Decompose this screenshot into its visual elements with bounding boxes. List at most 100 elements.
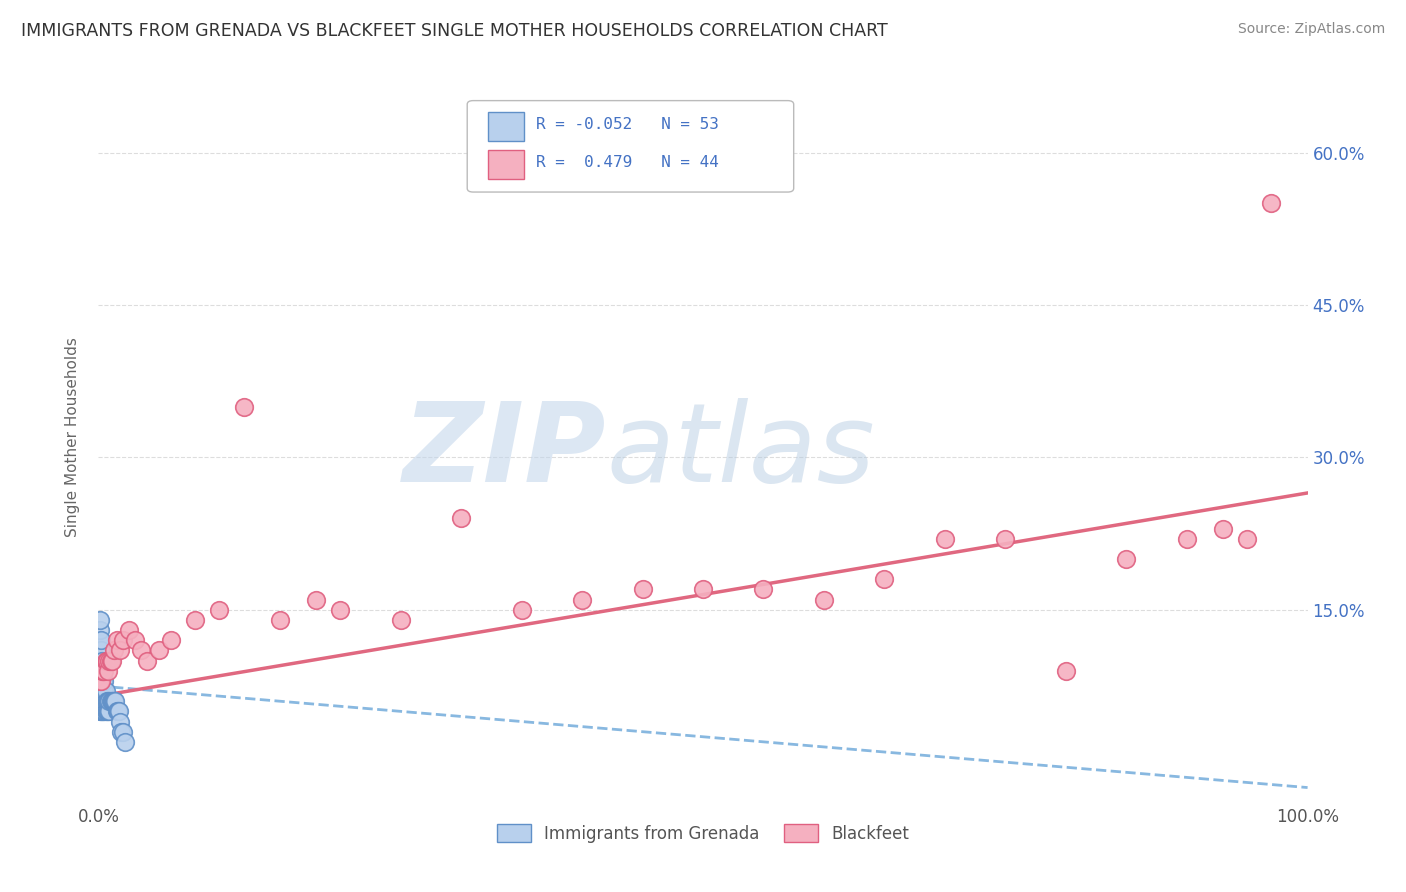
Text: atlas: atlas: [606, 398, 875, 505]
Point: [89, 654, 111, 668]
Text: R =  0.479   N = 44: R = 0.479 N = 44: [536, 155, 718, 170]
Point: [1212, 521, 1234, 535]
Point: [111, 724, 134, 739]
Point: [89, 694, 111, 708]
Point: [329, 603, 352, 617]
Point: [89, 664, 111, 678]
Point: [89, 684, 111, 698]
Point: [90, 705, 112, 719]
Point: [118, 623, 141, 637]
Point: [93, 684, 115, 698]
Point: [91, 705, 114, 719]
Point: [114, 735, 136, 749]
Point: [91, 694, 114, 708]
Point: [91, 673, 114, 688]
Point: [89, 643, 111, 657]
Point: [91, 673, 114, 688]
Text: R = -0.052   N = 53: R = -0.052 N = 53: [536, 117, 718, 132]
Point: [105, 633, 128, 648]
Point: [1236, 532, 1258, 546]
Point: [90, 673, 112, 688]
Point: [93, 705, 115, 719]
Point: [1115, 552, 1137, 566]
FancyBboxPatch shape: [467, 101, 793, 192]
Point: [96, 694, 118, 708]
Point: [89, 705, 111, 719]
Point: [103, 694, 125, 708]
Point: [873, 572, 896, 586]
Legend: Immigrants from Grenada, Blackfeet: Immigrants from Grenada, Blackfeet: [491, 818, 915, 849]
Text: IMMIGRANTS FROM GRENADA VS BLACKFEET SINGLE MOTHER HOUSEHOLDS CORRELATION CHART: IMMIGRANTS FROM GRENADA VS BLACKFEET SIN…: [21, 22, 887, 40]
Point: [107, 705, 129, 719]
Point: [1260, 196, 1282, 211]
Point: [91, 664, 114, 678]
Point: [124, 633, 146, 648]
Point: [98, 694, 121, 708]
Point: [108, 714, 131, 729]
Point: [90, 654, 112, 668]
Point: [108, 705, 131, 719]
Point: [89, 633, 111, 648]
Point: [934, 532, 956, 546]
Point: [90, 643, 112, 657]
Point: [208, 603, 231, 617]
Point: [90, 633, 112, 648]
Point: [104, 694, 127, 708]
Point: [692, 582, 714, 597]
Point: [91, 654, 114, 668]
Point: [97, 705, 120, 719]
Point: [1054, 664, 1077, 678]
Point: [752, 582, 775, 597]
Point: [91, 664, 114, 678]
Point: [96, 705, 118, 719]
Point: [184, 613, 207, 627]
Text: ZIP: ZIP: [402, 398, 606, 505]
Point: [94, 705, 117, 719]
Point: [135, 654, 157, 668]
Point: [100, 654, 122, 668]
Point: [89, 673, 111, 688]
Point: [111, 633, 134, 648]
Point: [100, 694, 122, 708]
Point: [110, 724, 132, 739]
Point: [89, 673, 111, 688]
Point: [450, 511, 472, 525]
Point: [103, 643, 125, 657]
Point: [91, 705, 114, 719]
Point: [101, 694, 124, 708]
Point: [148, 643, 170, 657]
Point: [96, 654, 118, 668]
Point: [813, 592, 835, 607]
Point: [89, 613, 111, 627]
Point: [994, 532, 1017, 546]
Point: [97, 694, 120, 708]
Point: [89, 623, 111, 637]
Point: [94, 684, 117, 698]
Point: [98, 705, 121, 719]
Point: [269, 613, 291, 627]
FancyBboxPatch shape: [488, 150, 524, 179]
Point: [98, 654, 121, 668]
Point: [631, 582, 654, 597]
Point: [105, 705, 128, 719]
Point: [91, 684, 114, 698]
Point: [100, 694, 122, 708]
Point: [91, 664, 114, 678]
Point: [90, 673, 112, 688]
Point: [91, 684, 114, 698]
Point: [510, 603, 533, 617]
Point: [160, 633, 183, 648]
Point: [90, 664, 112, 678]
Point: [305, 592, 328, 607]
Text: Source: ZipAtlas.com: Source: ZipAtlas.com: [1237, 22, 1385, 37]
Point: [389, 613, 412, 627]
Point: [571, 592, 593, 607]
Point: [129, 643, 152, 657]
Point: [93, 664, 115, 678]
Y-axis label: Single Mother Households: Single Mother Households: [65, 337, 80, 537]
Point: [90, 694, 112, 708]
Point: [97, 664, 120, 678]
Point: [232, 400, 254, 414]
Point: [94, 654, 117, 668]
Point: [91, 694, 114, 708]
